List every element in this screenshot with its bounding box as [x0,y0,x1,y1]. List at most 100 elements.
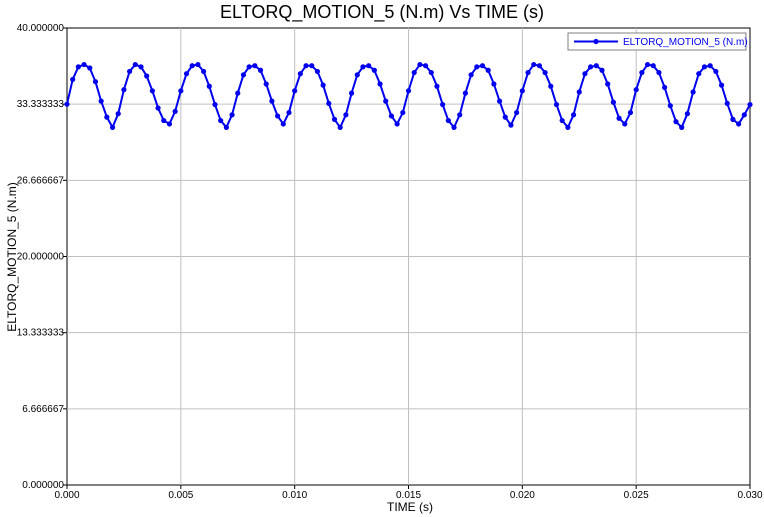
data-point [388,113,395,119]
data-point [246,64,252,70]
data-point [468,72,474,78]
data-point [400,109,406,116]
chart-title: ELTORQ_MOTION_5 (N.m) Vs TIME (s) [219,2,545,22]
data-point [656,69,662,76]
data-point [519,88,525,94]
y-tick-label: 40.000000 [17,23,65,34]
data-point [98,98,104,104]
data-point [474,64,480,70]
data-point [639,69,645,76]
data-point [616,115,622,121]
data-point [326,100,332,107]
y-tick-label: 13.333333 [17,328,65,339]
data-point [644,61,651,68]
data-point [559,117,565,124]
grid [66,27,751,486]
data-point [183,71,190,77]
data-point [736,121,742,127]
y-tick-label: 20.000000 [17,252,65,263]
data-point [286,109,292,116]
data-point [701,64,708,70]
data-point [297,71,303,77]
data-point [138,64,144,70]
data-point [394,121,400,127]
data-point [440,101,446,108]
data-point [696,71,702,77]
data-point [411,69,417,76]
data-point [161,117,167,124]
data-point [548,83,554,89]
data-point [144,73,150,79]
data-point [149,88,155,94]
y-tick-label: 26.666667 [17,175,65,186]
data-point [354,72,360,78]
x-tick-label: 0.030 [737,490,762,501]
data-point [525,69,531,76]
y-tick-label: 0.000000 [22,480,64,491]
legend: ELTORQ_MOTION_5 (N.m) [567,32,748,51]
data-point [92,79,99,85]
data-point [542,69,548,76]
data-point [348,90,355,96]
data-point [331,116,338,122]
data-point [451,124,457,130]
data-point [491,81,497,87]
data-point [713,68,719,75]
data-point [673,119,679,125]
data-point [360,64,366,70]
data-point [610,99,617,105]
data-point [280,121,286,127]
data-point [428,69,434,76]
data-point [189,63,195,69]
data-point [218,117,224,124]
data-point [263,81,269,87]
data-point [622,121,628,127]
legend-marker [593,38,599,45]
data-point [166,121,173,127]
data-point [235,90,241,96]
data-point [87,65,93,71]
data-point [650,63,656,69]
data-point [707,63,713,69]
data-point [479,63,486,69]
data-point [531,61,537,68]
legend-entry-label: ELTORQ_MOTION_5 (N.m) [623,37,748,48]
data-point [667,103,673,109]
x-tick-label: 0.010 [282,490,307,501]
data-point [417,61,423,68]
data-point [593,63,599,69]
data-point [121,87,127,93]
data-point [172,108,178,115]
x-axis-label: TIME (s) [387,500,433,514]
data-point [64,101,70,107]
data-point [582,71,588,77]
data-point [206,83,212,89]
data-point [314,68,321,75]
data-point [496,98,503,104]
y-tick-label: 6.666667 [22,404,64,415]
data-point [588,64,594,70]
data-point [104,114,110,120]
data-point [383,98,389,104]
data-point [662,84,668,91]
data-point [377,81,383,87]
data-point [309,63,315,69]
data-point [257,67,264,73]
data-point [303,63,309,69]
data-point [240,72,247,78]
data-point [485,67,491,73]
x-tick-label: 0.025 [624,490,649,501]
data-point [405,88,412,94]
data-point [690,89,696,95]
data-point [570,112,577,118]
data-point [605,81,611,87]
x-tick-label: 0.005 [168,490,193,501]
data-point [366,63,372,69]
data-point [75,64,81,70]
data-point [508,122,514,128]
data-point [553,101,560,108]
data-point [627,109,634,116]
data-point [229,112,235,118]
